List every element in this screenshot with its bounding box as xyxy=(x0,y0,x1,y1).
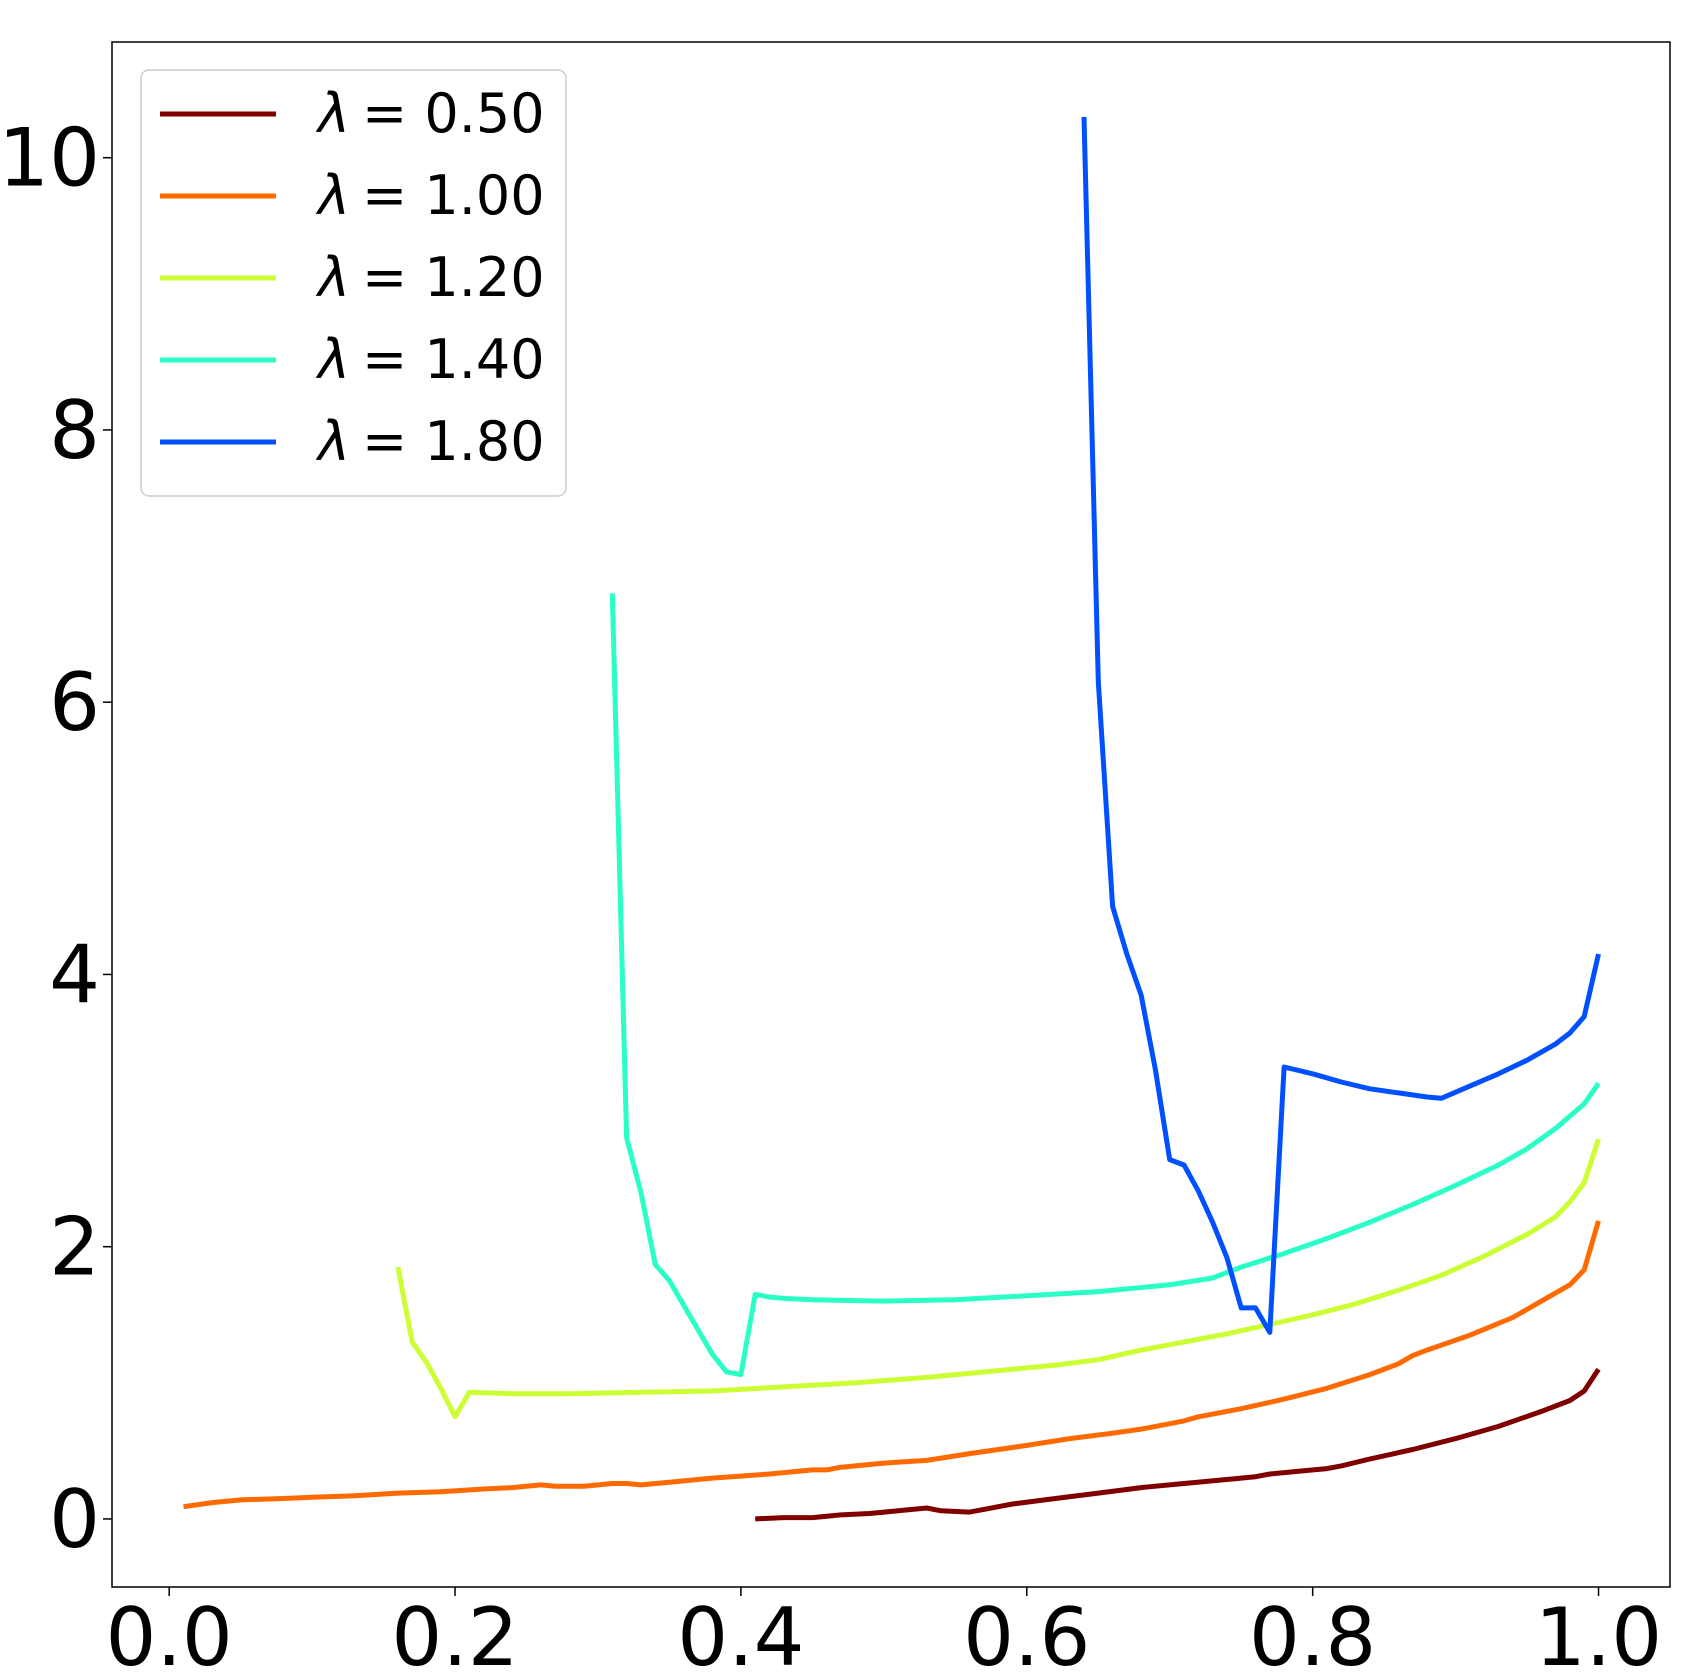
x-tick-label: 0.6 xyxy=(963,1591,1090,1673)
y-tick-label: 0 xyxy=(49,1473,100,1566)
x-tick-label: 0.4 xyxy=(677,1591,804,1673)
series-line-2 xyxy=(395,1138,1601,1420)
x-tick-label: 0.2 xyxy=(391,1591,518,1673)
legend-label: λ = 0.50 xyxy=(315,82,545,145)
series-line-1 xyxy=(183,1220,1601,1510)
y-tick-label: 6 xyxy=(49,656,100,749)
plot-area-frame xyxy=(111,41,1671,1588)
y-tick-label: 2 xyxy=(49,1201,100,1294)
x-axis: 0.0 0.2 0.4 0.6 0.8 1.0 xyxy=(106,1587,1662,1673)
series-lines xyxy=(183,116,1601,1522)
y-axis: 0 2 4 6 8 10 xyxy=(0,112,112,1566)
series-line-4 xyxy=(1081,116,1601,1335)
x-tick-label: 0.0 xyxy=(106,1591,233,1673)
legend-label: λ = 1.00 xyxy=(315,164,545,227)
legend-label: λ = 1.80 xyxy=(315,410,545,473)
y-tick-label: 8 xyxy=(49,384,100,477)
x-tick-label: 0.8 xyxy=(1249,1591,1376,1673)
legend-label: λ = 1.20 xyxy=(315,246,545,309)
y-tick-label: 10 xyxy=(0,112,100,205)
series-line-0 xyxy=(755,1367,1601,1522)
legend: λ = 0.50 λ = 1.00 λ = 1.20 λ = 1.40 λ = 1.80 xyxy=(140,69,567,497)
y-tick-label: 4 xyxy=(49,928,100,1021)
legend-box xyxy=(140,69,567,497)
x-tick-label: 1.0 xyxy=(1535,1591,1662,1673)
series-line-3 xyxy=(609,593,1601,1378)
legend-label: λ = 1.40 xyxy=(315,328,545,391)
